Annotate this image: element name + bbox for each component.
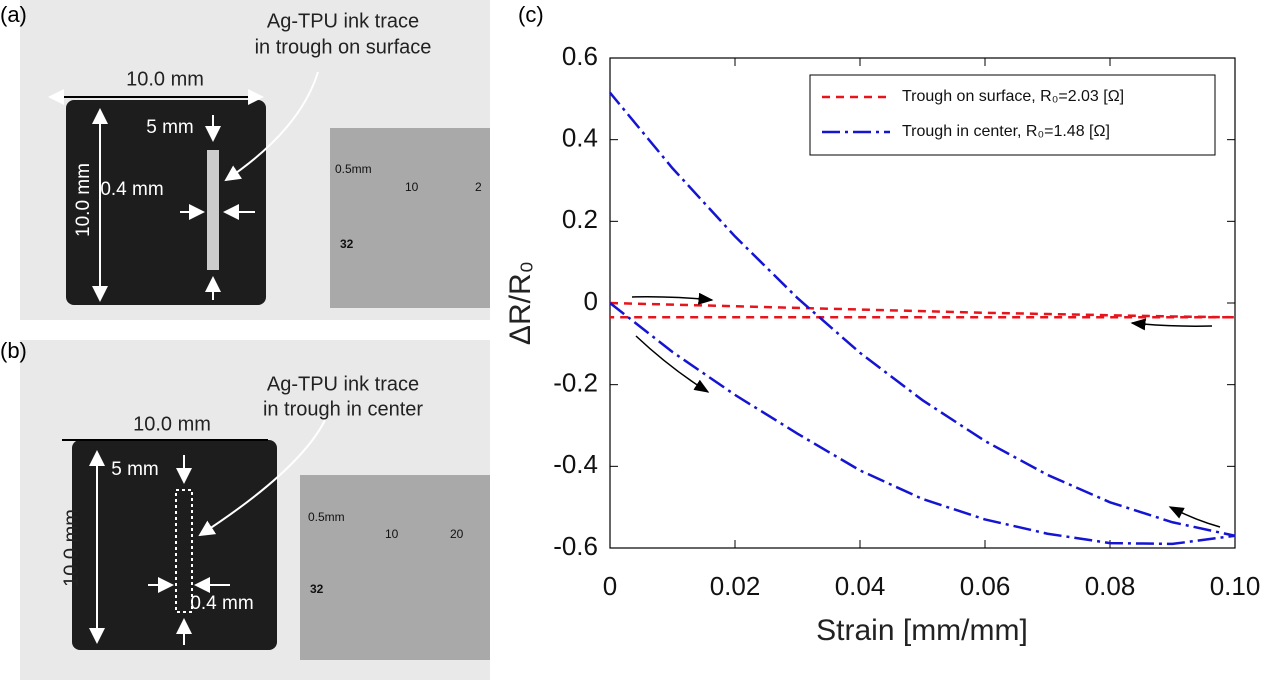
ruler xyxy=(300,475,490,660)
callout: Ag-TPU ink trace xyxy=(267,10,419,32)
y-tick-label: -0.6 xyxy=(553,531,598,561)
y-tick-label: 0.2 xyxy=(562,204,598,234)
legend-box xyxy=(809,74,1216,156)
x-tick-label: 0.06 xyxy=(960,571,1011,601)
y-axis-label: ΔR/R₀ xyxy=(504,261,537,345)
y-tick-label: -0.4 xyxy=(553,449,598,479)
x-tick-label: 0.08 xyxy=(1085,571,1136,601)
trace-outline xyxy=(175,489,193,613)
ruler-label: 32 xyxy=(310,582,324,596)
ruler-label: 0.5mm xyxy=(335,162,372,176)
x-axis-label: Strain [mm/mm] xyxy=(816,614,1028,647)
annotations xyxy=(631,292,1221,528)
ruler-label: 0.5mm xyxy=(308,510,345,524)
callout-arrow xyxy=(224,71,319,182)
ruler-label: 2 xyxy=(475,180,482,194)
ruler-label: 10 xyxy=(385,527,399,541)
direction-arrow xyxy=(1130,318,1213,331)
callout: Ag-TPU ink trace xyxy=(267,373,419,395)
legend-label: Trough in center, R₀=1.48 [Ω] xyxy=(902,123,1110,140)
dim-label: 0.4 mm xyxy=(190,593,253,614)
dim-label: 10.0 mm xyxy=(126,68,204,90)
photo-a: (a) Ag-TPU ink trace in trough on surfac… xyxy=(0,0,490,320)
dim-label: 10.0 mm xyxy=(73,163,94,237)
ruler xyxy=(330,128,490,308)
trace xyxy=(207,150,219,270)
y-tick-label: 0.6 xyxy=(562,41,598,71)
series-line xyxy=(609,91,1236,546)
x-tick-label: 0.04 xyxy=(835,571,886,601)
dim-label: 10.0 mm xyxy=(60,509,82,587)
series-line xyxy=(609,301,1236,319)
x-tick-label: 0.10 xyxy=(1210,571,1261,601)
dim-label: 0.4 mm xyxy=(100,179,163,200)
y-tick-label: -0.2 xyxy=(553,368,598,398)
x-tick-label: 0 xyxy=(603,571,617,601)
panel-label: (b) xyxy=(0,338,27,363)
dim-label: 10.0 mm xyxy=(133,413,211,435)
callout: in trough on surface xyxy=(255,36,432,58)
dim-label: 5 mm xyxy=(111,459,159,480)
sample xyxy=(72,440,277,650)
dim-label: 5 mm xyxy=(146,117,194,138)
plot-area: -0.6 -0.4 -0.2 0 0.2 0.4 0.6 0 0.02 0.04 0.06 0.08 0… xyxy=(553,41,1260,601)
y-tick-label: 0 xyxy=(584,286,598,316)
legend-label: Trough on surface, R₀=2.03 [Ω] xyxy=(902,88,1124,105)
ruler-label: 32 xyxy=(340,237,354,251)
ruler-label: 10 xyxy=(405,180,419,194)
y-tick-label: 0.4 xyxy=(562,123,598,153)
direction-arrow xyxy=(1168,506,1221,528)
direction-arrow xyxy=(635,335,710,393)
direction-arrow xyxy=(631,292,714,305)
panel-label: (a) xyxy=(0,2,27,27)
callout-arrow xyxy=(198,419,326,537)
panel-label: (c) xyxy=(518,2,544,27)
ruler-label: 20 xyxy=(450,527,464,541)
callout: in trough in center xyxy=(263,398,423,420)
photo-b: (b) Ag-TPU ink trace in trough in center… xyxy=(0,338,490,680)
x-tick-label: 0.02 xyxy=(710,571,761,601)
